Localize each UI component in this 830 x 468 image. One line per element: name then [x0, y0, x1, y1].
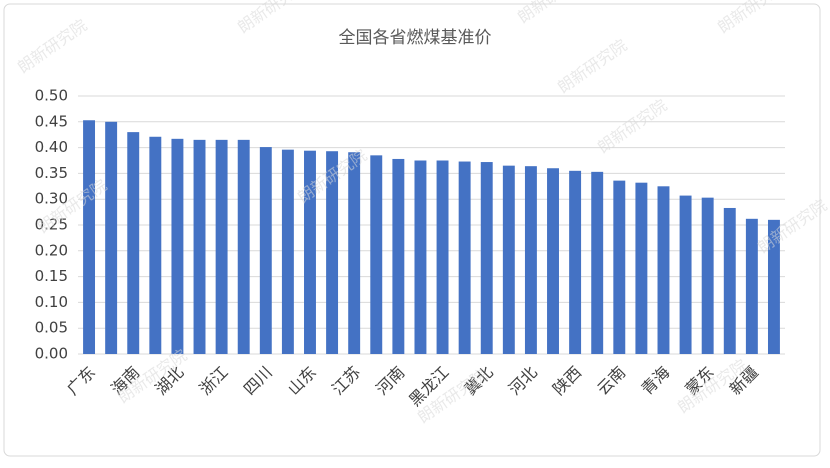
y-tick-label: 0.45	[35, 112, 68, 130]
bar	[149, 136, 162, 354]
bar	[458, 161, 471, 354]
y-tick-label: 0.50	[35, 87, 68, 105]
bar	[304, 150, 316, 354]
y-tick-label: 0.30	[35, 190, 68, 208]
bar	[524, 166, 537, 354]
bar	[569, 170, 582, 354]
bar	[591, 171, 604, 354]
bar	[745, 218, 758, 354]
y-tick-label: 0.15	[35, 267, 68, 285]
bar	[127, 132, 140, 354]
bar	[105, 121, 118, 354]
y-tick-label: 0.20	[35, 241, 68, 259]
y-tick-label: 0.10	[35, 293, 68, 311]
bar	[480, 162, 493, 354]
y-tick-label: 0.25	[35, 216, 68, 234]
bar	[281, 149, 294, 354]
bar	[259, 147, 272, 354]
bar	[193, 139, 206, 354]
bar	[436, 160, 449, 354]
y-tick-label: 0.05	[35, 319, 68, 337]
bar	[348, 152, 361, 354]
bar	[326, 151, 339, 354]
bar	[679, 195, 692, 354]
bar	[502, 165, 515, 354]
y-tick-label: 0.40	[35, 138, 68, 156]
bar	[723, 207, 736, 354]
bar	[414, 160, 427, 354]
y-tick-label: 0.35	[35, 164, 68, 182]
bar	[613, 180, 626, 354]
bar	[547, 168, 559, 354]
y-tick-label: 0.00	[35, 345, 68, 363]
bar	[171, 138, 184, 354]
chart-title: 全国各省燃煤基准价	[339, 28, 492, 48]
bar	[215, 139, 228, 354]
bar	[237, 139, 250, 354]
bar	[83, 120, 96, 354]
bar	[635, 182, 648, 354]
bar	[657, 186, 670, 354]
bar	[392, 158, 405, 354]
bar	[370, 155, 383, 354]
bar	[767, 219, 780, 354]
bar	[701, 197, 714, 354]
